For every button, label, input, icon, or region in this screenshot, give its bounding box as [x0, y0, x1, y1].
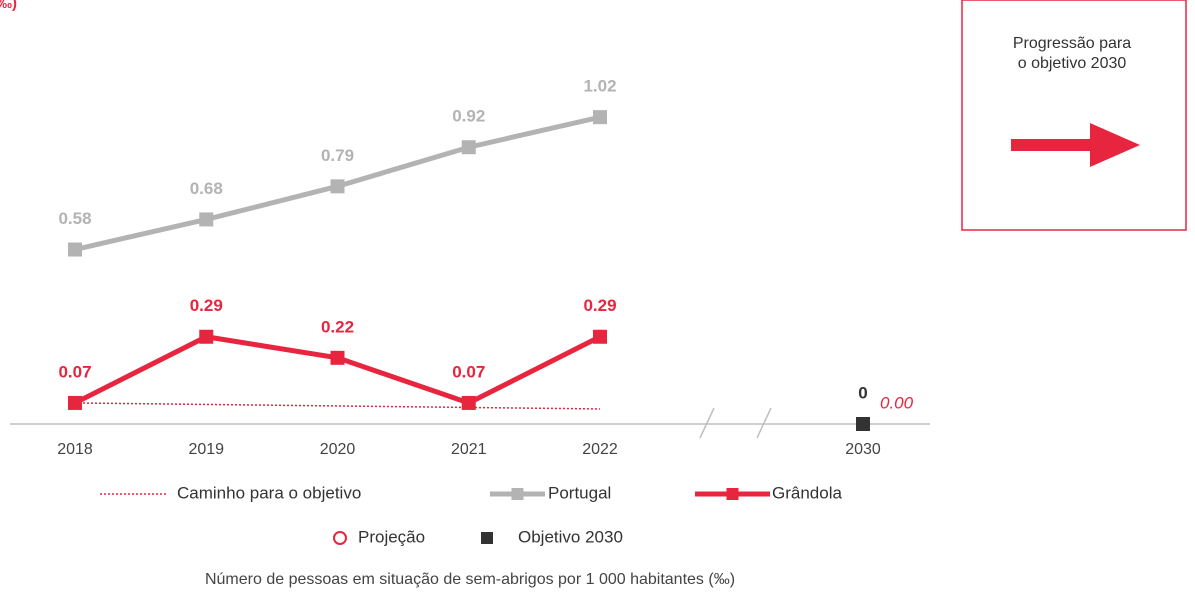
progress-arrow: [1011, 123, 1140, 167]
progress-text: o objetivo 2030: [1018, 55, 1127, 72]
data-label: 0.07: [452, 362, 485, 381]
data-label: 0.22: [321, 317, 354, 336]
legend-label: Objetivo 2030: [518, 527, 623, 546]
axis-break: [756, 407, 772, 439]
data-point: [199, 329, 214, 344]
legend-label: Projeção: [358, 527, 425, 546]
data-point: [856, 417, 870, 431]
data-point: [461, 140, 476, 155]
data-point: [593, 329, 607, 344]
data-label: 0.92: [452, 107, 485, 126]
axis-break: [699, 407, 715, 439]
legend-label: Grândola: [772, 483, 842, 502]
data-point: [199, 212, 214, 227]
data-label: 1.02: [583, 77, 616, 96]
x-tick-label: 2018: [57, 441, 93, 458]
legend-marker: [481, 532, 493, 544]
x-tick-label: 2021: [451, 441, 487, 458]
data-point: [68, 395, 82, 410]
data-label: 0.58: [58, 209, 91, 228]
series-line: [74, 402, 601, 410]
data-label: 0.29: [583, 296, 616, 315]
data-label: 0.68: [190, 179, 223, 198]
legend-label: Portugal: [548, 483, 611, 502]
data-label: 0.29: [190, 296, 223, 315]
x-tick-label: 2019: [188, 441, 224, 458]
legend-label: Caminho para o objetivo: [177, 483, 361, 502]
series-line: [73, 334, 602, 406]
data-point: [68, 242, 82, 257]
data-label: 0.00: [880, 393, 914, 412]
progress-text: Progressão para: [1013, 35, 1131, 52]
data-point: [593, 110, 607, 125]
data-label: 0.07: [58, 362, 91, 381]
data-label: 0: [858, 383, 867, 402]
data-point: [461, 395, 476, 410]
data-point: [330, 350, 345, 365]
x-tick-label: 2030: [845, 441, 881, 458]
axis-caption: Número de pessoas em situação de sem-abr…: [205, 571, 735, 588]
data-point: [330, 179, 345, 194]
x-tick-label: 2022: [582, 441, 618, 458]
progress-box: [961, 0, 1187, 231]
legend-marker: [333, 531, 347, 545]
legend-marker: [726, 488, 739, 500]
y-unit: (‰): [0, 0, 17, 12]
data-label: 0.79: [321, 146, 354, 165]
x-tick-label: 2020: [320, 441, 356, 458]
legend-marker: [511, 488, 524, 500]
